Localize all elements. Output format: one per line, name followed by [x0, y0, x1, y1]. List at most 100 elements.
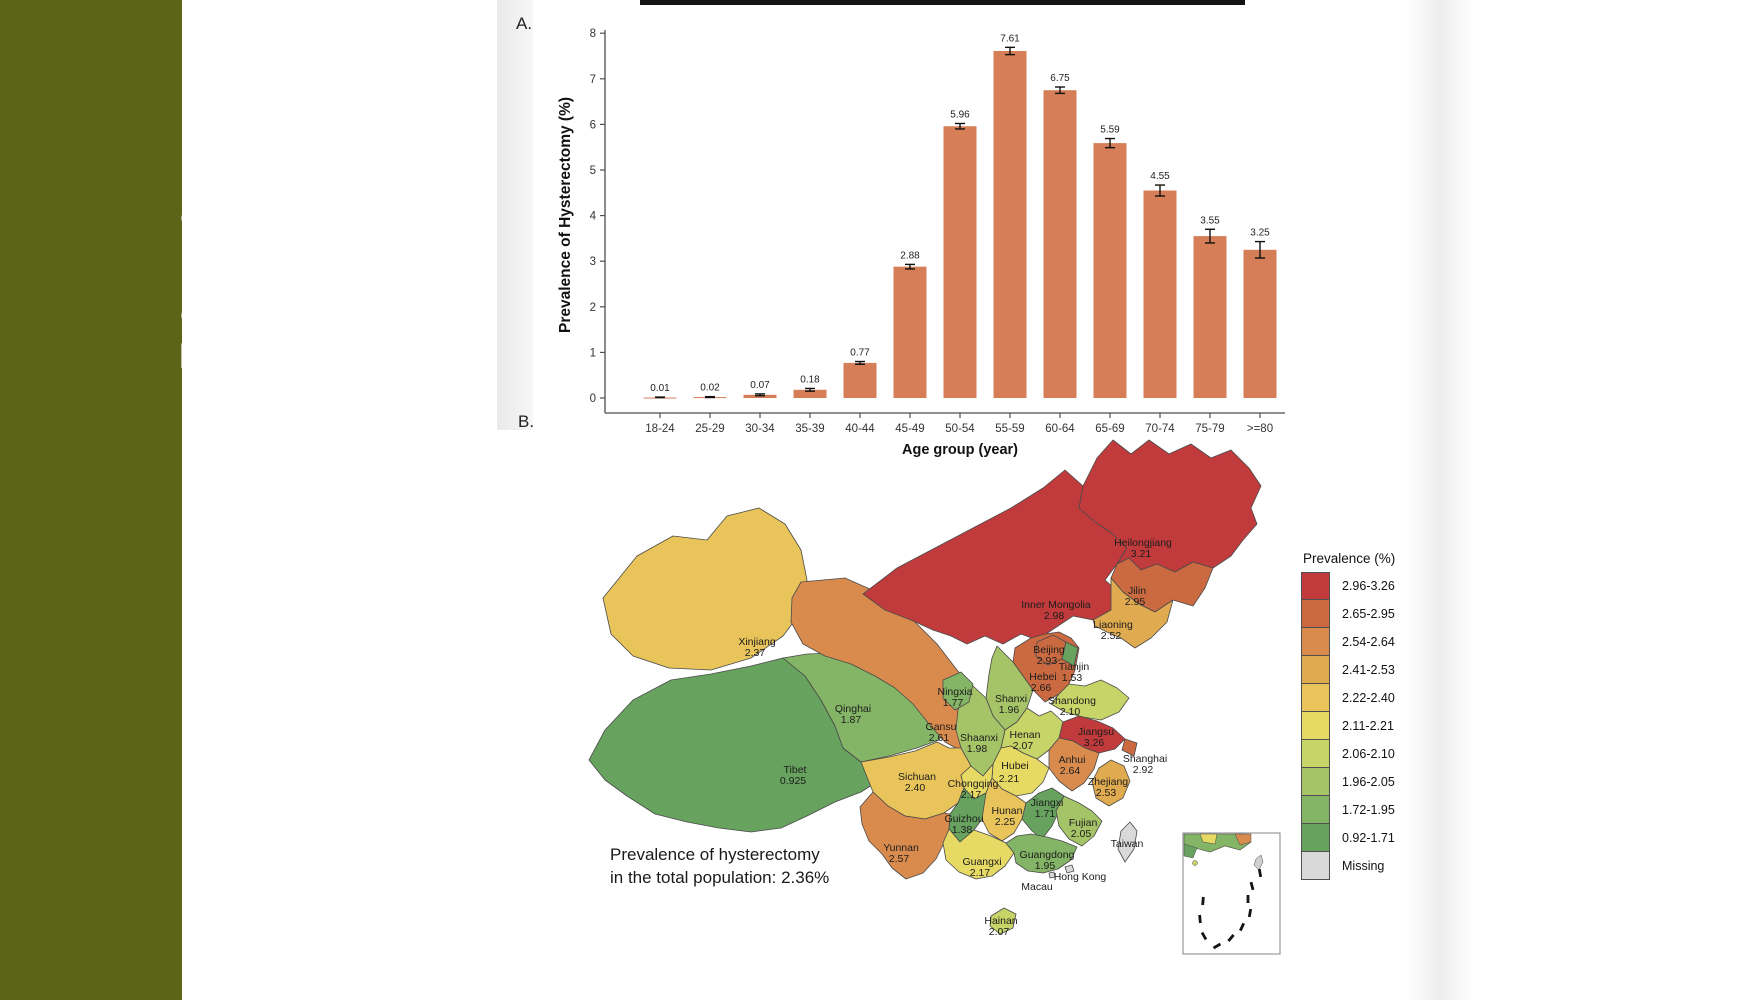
bar-35-39: [793, 389, 827, 398]
y-tick-label: 7: [590, 74, 596, 86]
x-tick-label: 50-54: [945, 423, 975, 435]
province-value-liaoning: 2.52: [1101, 630, 1122, 642]
x-tick-label: 40-44: [845, 423, 875, 435]
province-label-beijing: Beijing: [1033, 644, 1065, 656]
inset-patch-orange: [1234, 833, 1252, 846]
legend-swatch: [1301, 796, 1330, 824]
legend-range-label: 1.96-2.05: [1342, 775, 1395, 789]
legend-range-label: 2.65-2.95: [1342, 607, 1395, 621]
province-label-taiwan: Taiwan: [1111, 838, 1144, 850]
province-value-jilin: 2.95: [1125, 596, 1146, 608]
total-population-annotation: Prevalence of hysterectomy in the total …: [610, 843, 829, 889]
south-china-sea-inset: [1182, 832, 1281, 955]
province-xinjiang: [602, 507, 808, 671]
y-tick-label: 6: [590, 119, 596, 131]
province-label-jiangsu: Jiangsu: [1078, 726, 1114, 738]
legend-swatch: [1301, 628, 1330, 656]
province-label-sichuan: Sichuan: [898, 771, 936, 783]
province-value-beijing: 2.93: [1037, 655, 1058, 667]
province-label-shanghai: Shanghai: [1123, 753, 1167, 765]
legend-range-label: 2.96-3.26: [1342, 579, 1395, 593]
province-value-tianjin: 1.53: [1062, 672, 1083, 684]
province-tianjin: [1061, 641, 1079, 667]
bar->=80: [1243, 249, 1277, 398]
legend-item-9: 0.92-1.71: [1301, 824, 1461, 852]
legend-item-2: 2.54-2.64: [1301, 628, 1461, 656]
province-label-hainan: Hainan: [984, 915, 1017, 927]
province-label-qinghai: Qinghai: [835, 703, 871, 715]
province-yunnan: [859, 791, 951, 880]
page-edge-shadow-right: [1405, 0, 1475, 1000]
nine-dash-mark: [1246, 895, 1250, 903]
panel-b-label: B.: [518, 412, 535, 431]
province-value-gansu: 2.61: [929, 732, 950, 744]
nine-dash-mark: [1249, 881, 1255, 891]
legend-range-label: Missing: [1342, 859, 1385, 873]
x-tick-label: 55-59: [995, 423, 1024, 435]
province-label-guizhou: Guizhou: [944, 813, 983, 825]
bar-value-label: 5.96: [950, 109, 970, 120]
age-group-bar-chart: 0 1 2 3 4 5 6 7 8 0.01 18-24 0.02 25-29 0.07 30-34 0.18…: [557, 28, 1285, 458]
bar-55-59: [993, 50, 1027, 398]
province-label-liaoning: Liaoning: [1093, 619, 1133, 631]
legend-range-label: 2.54-2.64: [1342, 635, 1395, 649]
province-value-sichuan: 2.40: [905, 782, 926, 794]
bar-65-69: [1093, 143, 1127, 398]
legend-item-4: 2.22-2.40: [1301, 684, 1461, 712]
province-guangxi: [942, 828, 1015, 880]
province-fujian: [1055, 795, 1103, 847]
province-gansu: [790, 577, 998, 753]
province-value-inner-mongolia: 2.98: [1044, 610, 1065, 622]
bar-value-label: 2.88: [900, 250, 920, 261]
nine-dash-mark: [1198, 914, 1202, 924]
china-choropleth-map: Xinjiang2.37Tibet0.925Qinghai1.87Gansu2.…: [588, 439, 1281, 955]
province-label-chongqing: Chongqing: [948, 778, 999, 790]
legend-range-label: 2.11-2.21: [1342, 719, 1394, 733]
panel-a-label: A.: [516, 14, 533, 33]
bar-value-label: 0.07: [750, 380, 770, 391]
y-tick-label: 4: [590, 211, 597, 223]
province-label-tianjin: Tianjin: [1059, 661, 1090, 673]
province-value-hunan: 2.25: [995, 816, 1016, 828]
legend-item-3: 2.41-2.53: [1301, 656, 1461, 684]
province-label-macau: Macau: [1021, 881, 1053, 893]
legend-title: Prevalence (%): [1303, 551, 1396, 566]
province-hainan: [989, 907, 1017, 935]
province-label-hubei: Hubei: [1001, 760, 1028, 772]
bar-value-label: 5.59: [1100, 125, 1120, 136]
province-liaoning: [1092, 577, 1174, 649]
y-tick-label: 8: [590, 28, 596, 40]
inset-taiwan: [1253, 854, 1264, 871]
legend-swatch: [1301, 852, 1330, 880]
province-anhui: [1048, 737, 1100, 792]
y-tick-label: 2: [590, 302, 596, 314]
bar-value-label: 0.02: [700, 383, 720, 394]
legend-item-10: Missing: [1301, 852, 1461, 880]
y-tick-label: 0: [590, 393, 596, 405]
x-tick-label: 70-74: [1145, 423, 1175, 435]
map-legend: Prevalence (%) 2.96-3.26 2.65-2.95 2.54-2.…: [1301, 551, 1461, 880]
bar-40-44: [843, 362, 877, 398]
province-value-fujian: 2.05: [1071, 828, 1092, 840]
y-tick-label: 5: [590, 165, 596, 177]
province-value-hainan: 2.07: [989, 926, 1010, 938]
province-value-shaanxi: 1.98: [967, 743, 988, 755]
bar-70-74: [1143, 190, 1177, 398]
province-label-shandong: Shandong: [1048, 695, 1096, 707]
province-value-zhejiang: 2.53: [1096, 787, 1117, 799]
province-label-henan: Henan: [1010, 729, 1041, 741]
province-value-shanxi: 1.96: [999, 704, 1020, 716]
province-label-jilin: Jilin: [1128, 585, 1146, 597]
province-value-guangdong: 1.95: [1035, 860, 1056, 872]
legend-item-5: 2.11-2.21: [1301, 712, 1461, 740]
province-label-shaanxi: Shaanxi: [960, 732, 998, 744]
inset-border: [1182, 832, 1281, 955]
bar-value-label: 0.18: [800, 374, 820, 385]
figure-top-crop-bar: [640, 0, 1245, 5]
province-value-xinjiang: 2.37: [745, 647, 766, 659]
province-heilongjiang: [1078, 439, 1262, 573]
x-tick-label: 60-64: [1045, 423, 1075, 435]
nine-dash-mark: [1227, 934, 1235, 942]
bar-value-label: 3.25: [1250, 228, 1270, 239]
